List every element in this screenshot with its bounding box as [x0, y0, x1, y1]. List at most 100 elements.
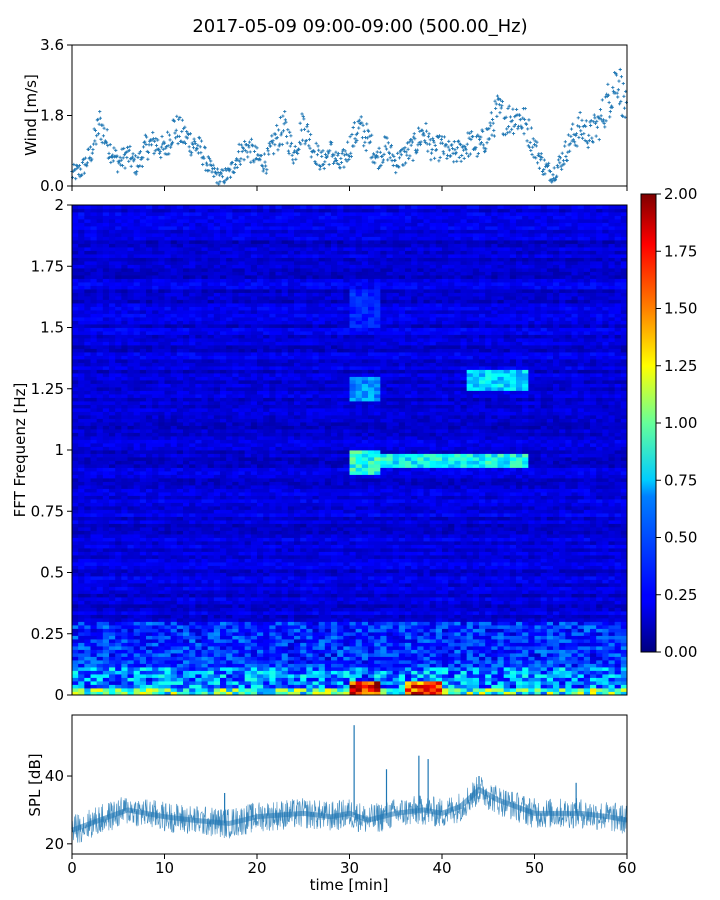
spectrogram-cell [429, 555, 437, 559]
spectrogram-cell [250, 541, 258, 545]
spectrogram-cell [516, 544, 523, 549]
spectrogram-cell [614, 674, 622, 678]
spectrogram-cell [411, 632, 418, 636]
spectrogram-cell [269, 660, 276, 664]
spectrogram-cell [127, 681, 135, 685]
spectrogram-cell [287, 625, 295, 629]
spectrogram-cell [170, 614, 178, 619]
spectrogram-cell [368, 688, 375, 692]
spectrogram-cell [435, 604, 443, 608]
spectrogram-cell [84, 649, 91, 654]
spectrogram-cell [392, 628, 400, 633]
spectrogram-cell [195, 618, 202, 622]
spectrogram-cell [121, 607, 128, 612]
spectrogram-cell [96, 551, 104, 556]
spectrogram-cell [386, 635, 394, 640]
spectrogram-cell [417, 537, 424, 542]
wind-point [314, 141, 318, 145]
spectrogram-cell [127, 593, 135, 598]
spectrogram-cell [602, 555, 609, 559]
spectrogram-cell [115, 607, 122, 612]
spectrogram-cell [318, 576, 326, 580]
wind-point [266, 149, 270, 153]
spectrogram-cell [263, 600, 270, 605]
spectrogram-cell [448, 614, 455, 619]
spectrogram-cell [183, 590, 190, 594]
spectrogram-cell [183, 684, 190, 689]
spectrogram-cell [207, 614, 215, 619]
spectrogram-cell [479, 607, 486, 612]
spectrogram-cell [386, 569, 394, 573]
spectrogram-cell [170, 684, 178, 689]
spectrogram-cell [318, 663, 326, 668]
spectrogram-cell [195, 625, 202, 629]
spectrogram-cell [429, 590, 437, 594]
spectrogram-cell [244, 677, 252, 682]
spectrogram-cell [460, 544, 468, 549]
spectrogram-cell [257, 565, 264, 570]
spectrogram-cell [207, 653, 215, 657]
spectrogram-cell [133, 593, 141, 598]
spectrogram-cell [133, 600, 141, 605]
wind-point [360, 121, 364, 125]
spectrogram-cell [115, 597, 122, 601]
spectrogram-cell [195, 681, 202, 685]
spectrogram-cell [398, 537, 406, 542]
spectrogram-cell [516, 667, 523, 671]
spectrogram-cell [337, 555, 344, 559]
spectrogram-cell [102, 684, 110, 689]
spectrogram-cell [139, 541, 147, 545]
spectrogram-cell [583, 681, 591, 685]
spectrogram-cell [540, 583, 548, 587]
spectrogram-cell [121, 639, 128, 643]
spectrogram-cell [195, 621, 202, 626]
spectrogram-cell [109, 611, 116, 615]
wind-point [318, 167, 322, 171]
wind-point [370, 155, 374, 159]
spectrogram-cell [553, 541, 560, 545]
spectrogram-cell [392, 611, 400, 615]
spectrogram-cell [324, 558, 332, 563]
spectrogram-cell [84, 618, 91, 622]
spectrogram-cell [386, 625, 394, 629]
spectrogram-cell [368, 548, 375, 552]
spectrogram-cell [577, 551, 585, 556]
wind-point [410, 140, 414, 144]
spectrogram-cell [522, 674, 529, 678]
wind-point [597, 137, 601, 142]
spectrogram-cell [263, 625, 270, 629]
wind-point [90, 151, 94, 155]
spectrogram-cell [189, 649, 196, 654]
spectrogram-cell [485, 541, 492, 545]
spectrogram-cell [337, 576, 344, 580]
spectrogram-cell [287, 604, 295, 608]
spectrogram-cell [361, 593, 369, 598]
spectrogram-cell [485, 646, 492, 650]
spectrogram-cell [485, 600, 492, 605]
spectrogram-cell [565, 558, 572, 563]
spectrogram-cell [577, 555, 585, 559]
spectrogram-cell [207, 674, 215, 678]
spectrogram-cell [306, 583, 313, 587]
spectrogram-cell [614, 646, 622, 650]
wind-point [433, 143, 437, 147]
spectrogram-cell [571, 544, 579, 549]
spectrogram-cell [503, 656, 511, 661]
spectrogram-cell [516, 541, 523, 545]
spectrogram-cell [509, 639, 517, 643]
spectrogram-cell [491, 541, 498, 545]
spectrogram-cell [331, 576, 338, 580]
spectrogram-cell [207, 625, 215, 629]
spectrogram-cell [497, 600, 505, 605]
spectrogram-cell [392, 537, 400, 542]
spectrogram-cell [207, 600, 215, 605]
spectrogram-cell [546, 569, 554, 573]
spectrogram-cell [596, 639, 603, 643]
spectrogram-cell [324, 670, 332, 675]
wind-point [361, 123, 365, 127]
spectrogram-cell [497, 688, 505, 692]
spectrogram-cell [602, 667, 609, 671]
spectrogram-cell [115, 569, 122, 573]
spectrogram-cell [115, 632, 122, 636]
spectrogram-cell [232, 632, 239, 636]
